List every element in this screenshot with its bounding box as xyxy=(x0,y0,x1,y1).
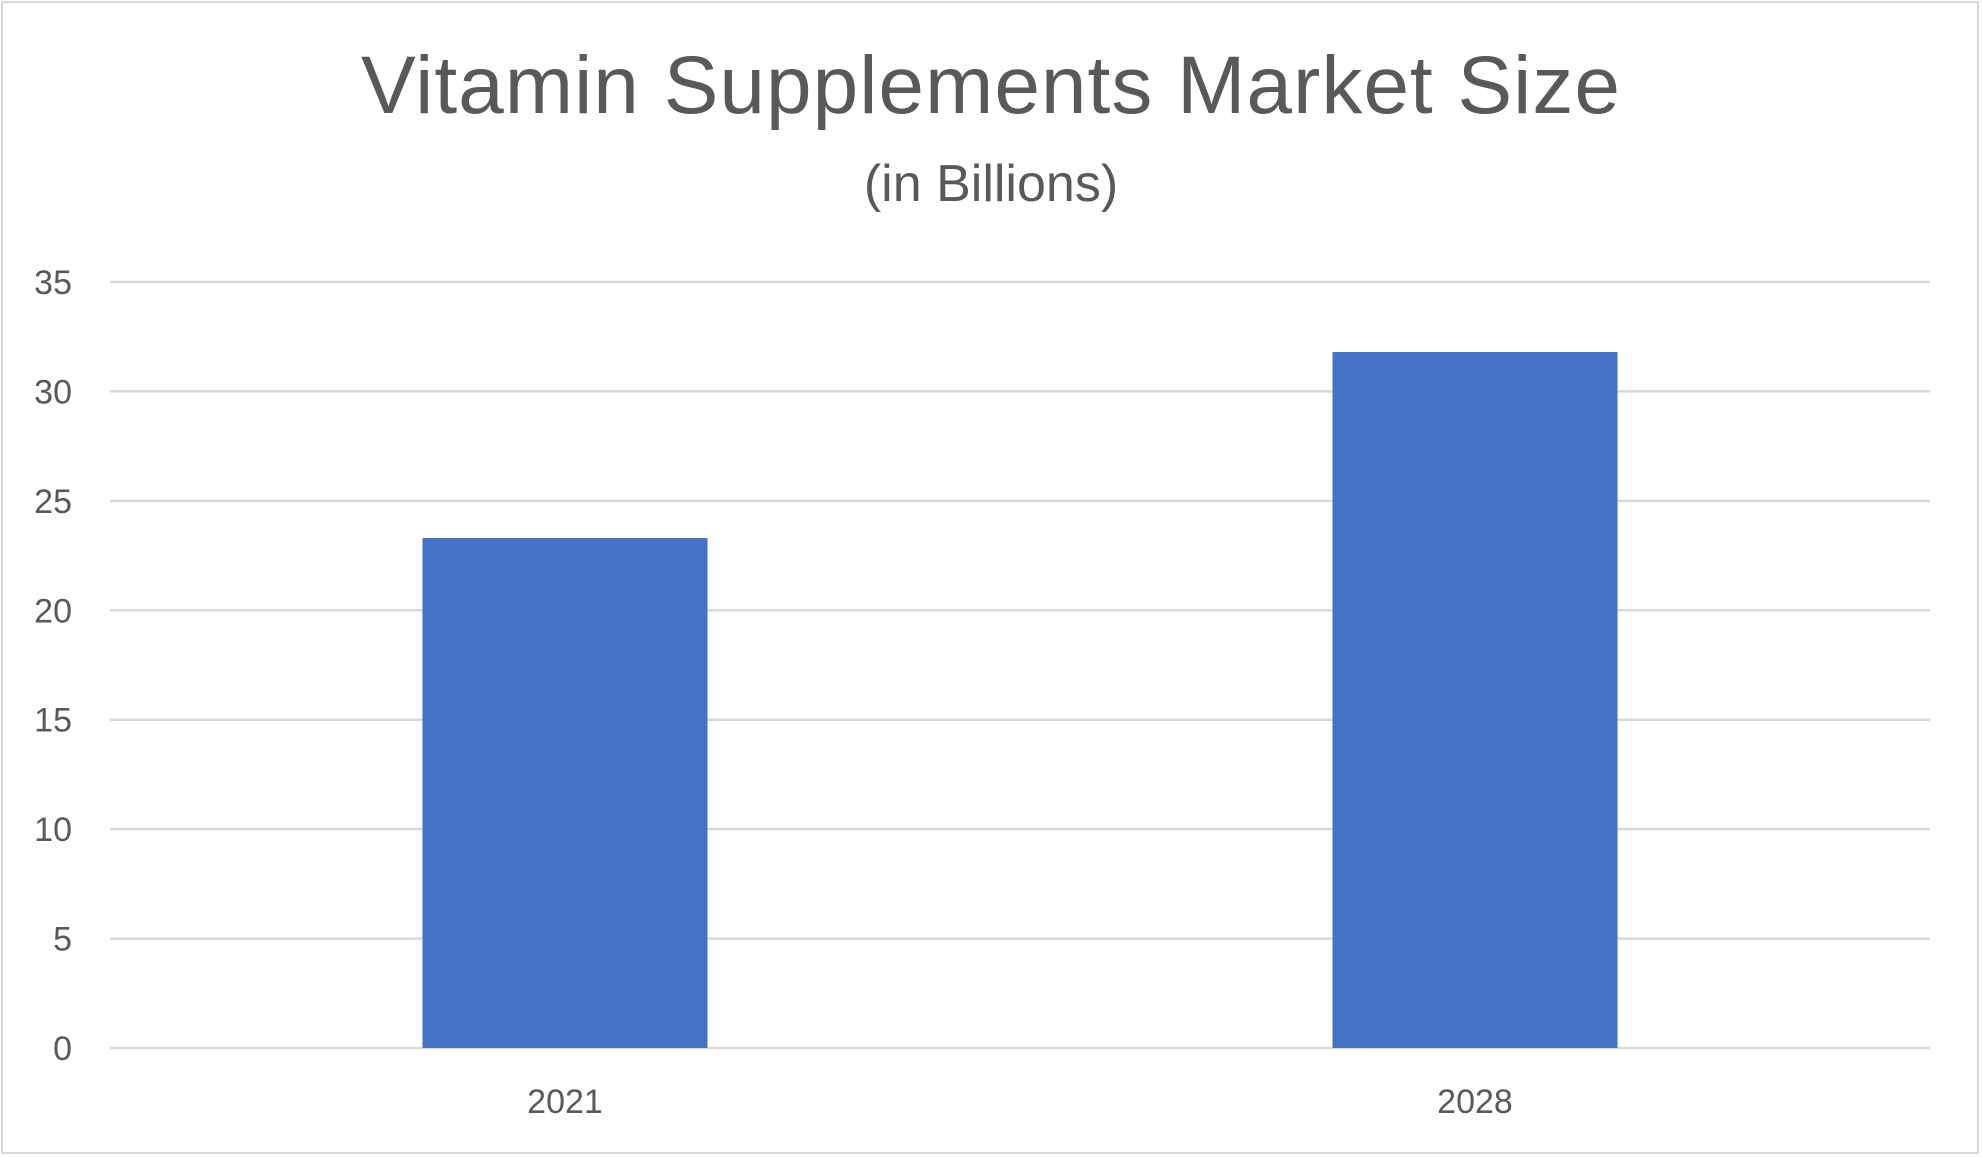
x-tick-label-2021: 2021 xyxy=(527,1083,603,1121)
y-tick-label: 5 xyxy=(53,921,72,959)
bar-2021 xyxy=(422,538,708,1048)
bars xyxy=(422,352,1618,1048)
y-axis-tick-labels: 0 5 10 15 20 25 30 35 xyxy=(34,264,72,1068)
bar-2028 xyxy=(1332,352,1618,1048)
chart-title: Vitamin Supplements Market Size xyxy=(360,40,1622,131)
y-tick-label: 25 xyxy=(34,483,72,521)
y-tick-label: 35 xyxy=(34,264,72,302)
chart-subtitle: (in Billions) xyxy=(863,155,1119,213)
x-tick-label-2028: 2028 xyxy=(1437,1083,1513,1121)
gridlines xyxy=(110,280,1930,1050)
y-tick-label: 15 xyxy=(34,702,72,740)
y-tick-label: 20 xyxy=(34,592,72,630)
y-tick-label: 0 xyxy=(53,1030,72,1068)
x-axis-tick-labels: 2021 2028 xyxy=(527,1083,1513,1121)
y-tick-label: 30 xyxy=(34,373,72,411)
y-tick-label: 10 xyxy=(34,811,72,849)
